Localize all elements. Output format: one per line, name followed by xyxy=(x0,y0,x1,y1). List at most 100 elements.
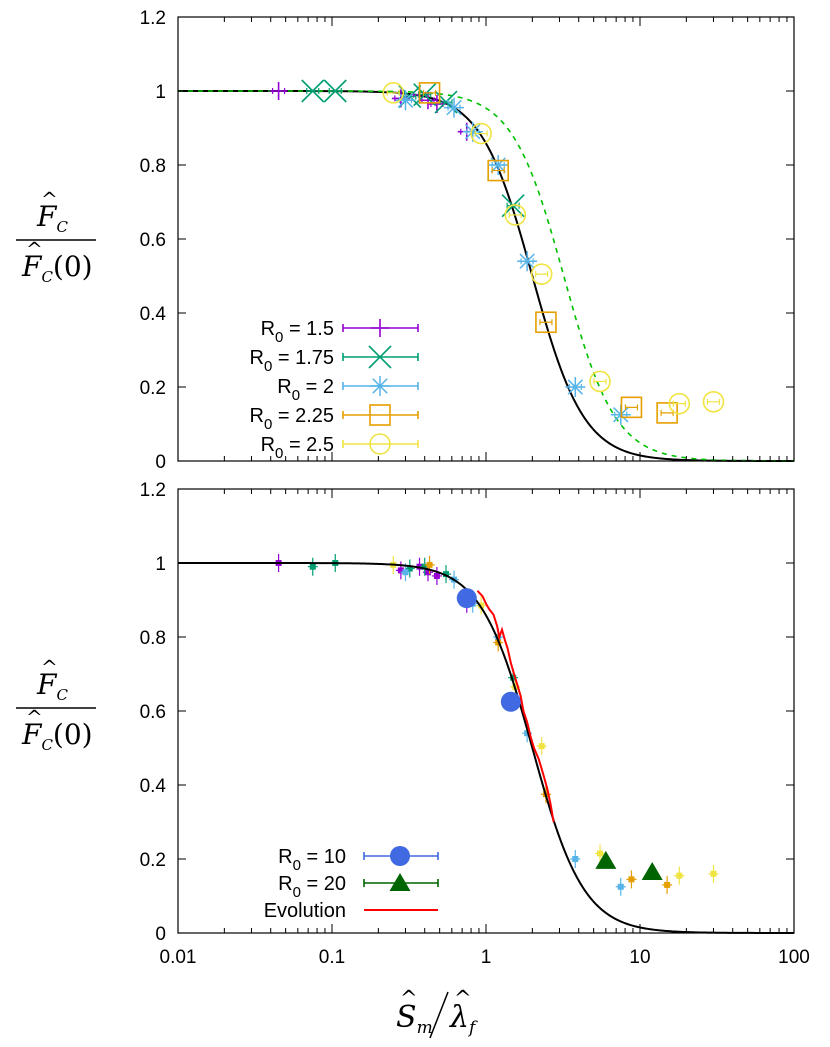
bottom-legend-label-main: R xyxy=(278,873,292,895)
top-legend-label-tail: = 2.5 xyxy=(283,434,334,456)
xlabel-numerator-hat: ^ xyxy=(400,986,418,1010)
top-legend-label-tail: = 2 xyxy=(300,376,334,398)
top-legend-label-tail: = 1.5 xyxy=(283,318,334,340)
top-model-curve xyxy=(178,90,795,462)
top-point-square xyxy=(535,311,557,334)
top-ylabel-numerator: FC xyxy=(36,200,68,236)
top-errorbar xyxy=(535,271,549,278)
bottom-ylabel-denominator-tail: (0) xyxy=(53,718,93,751)
bottom-legend-label: R0 = 10 xyxy=(278,846,346,874)
top-point-circle xyxy=(504,204,527,226)
top-legend-marker xyxy=(370,376,390,396)
xlabel-numerator-symbol: S xyxy=(396,1000,417,1035)
bottom-small-point xyxy=(443,571,450,578)
top-legend-marker xyxy=(368,345,392,369)
bottom-ytick-label: 1.2 xyxy=(140,480,166,501)
top-legend-label: R0 = 2 xyxy=(277,376,334,404)
bottom-ylabel-denominator-hat: ^ xyxy=(26,705,43,729)
top-point-x xyxy=(413,83,437,107)
xlabel-denominator-symbol: λ xyxy=(449,1000,469,1035)
top-legend-label-sub: 0 xyxy=(275,445,283,462)
bottom-xtick-label: 100 xyxy=(778,947,810,968)
top-point-star xyxy=(565,377,586,397)
bottom-legend-label: R0 = 20 xyxy=(278,873,346,901)
top-ylabel-numerator-hat: ^ xyxy=(41,187,58,211)
top-legend-label-main: R xyxy=(261,318,275,340)
bottom-ytick-label: 0.2 xyxy=(140,850,166,871)
top-errorbar xyxy=(672,400,686,407)
bottom-ytick-label: 1 xyxy=(155,554,166,575)
top-legend-label-sub: 0 xyxy=(264,416,272,433)
bottom-ylabel-denominator-symbol: F xyxy=(21,718,43,751)
top-point-star xyxy=(444,97,465,118)
top-errorbar xyxy=(386,89,400,96)
bottom-small-point xyxy=(433,572,440,579)
top-point-plus xyxy=(427,94,446,113)
top-legend-label-main: R xyxy=(249,347,263,369)
bottom-small-point xyxy=(309,563,316,570)
top-ylabel-denominator-hat: ^ xyxy=(26,237,43,261)
bottom-small-point xyxy=(402,569,409,576)
top-point-circle xyxy=(589,370,611,393)
top-ytick-label: 0.6 xyxy=(140,230,166,251)
xlabel-slash xyxy=(429,991,449,1039)
xlabel-denominator-subscript: f xyxy=(467,1018,478,1038)
bottom-ytick-label: 0.4 xyxy=(140,776,167,797)
top-point-circle xyxy=(702,390,725,413)
top-point-star xyxy=(517,251,538,272)
bottom-legend-label-sub: 0 xyxy=(293,857,301,874)
top-ylabel-denominator-subscript: C xyxy=(41,268,53,286)
bottom-legend-label-tail: = 20 xyxy=(301,873,346,895)
top-legend-label-main: R xyxy=(261,434,275,456)
bottom-small-point xyxy=(710,870,717,877)
top-point-plus xyxy=(269,82,288,100)
top-point-star xyxy=(462,121,483,142)
top-legend-label-main: R xyxy=(277,376,291,398)
bottom-small-point xyxy=(538,743,545,750)
bottom-small-point xyxy=(617,883,624,890)
top-legend-label-tail: = 1.75 xyxy=(272,347,334,369)
top-errorbar xyxy=(706,398,721,405)
top-point-x xyxy=(323,79,347,103)
bottom-xtick-label: 0.01 xyxy=(160,947,197,968)
top-point-square xyxy=(418,82,441,104)
bottom-point-filled-circle xyxy=(456,588,477,609)
bottom-small-point xyxy=(572,856,579,862)
top-plot-frame xyxy=(177,16,795,462)
top-legend-label: R0 = 2.5 xyxy=(261,434,334,462)
top-legend-label: R0 = 1.75 xyxy=(249,347,334,375)
bottom-ylabel-numerator-subscript: C xyxy=(56,686,68,704)
top-errorbar xyxy=(474,130,488,137)
bottom-small-point xyxy=(406,565,413,572)
top-point-square xyxy=(620,396,643,419)
top-legend-label-main: R xyxy=(249,405,263,427)
bottom-legend-label: Evolution xyxy=(264,900,346,922)
bottom-small-point xyxy=(597,850,604,857)
top-ytick-label: 0.2 xyxy=(140,378,166,399)
bottom-legend-label-main: R xyxy=(278,846,292,868)
bottom-small-point xyxy=(421,563,428,570)
top-fit-curve xyxy=(178,90,794,462)
top-point-circle xyxy=(382,82,405,104)
top-legend-label: R0 = 1.5 xyxy=(261,318,334,346)
bottom-point-filled-triangle xyxy=(641,861,663,880)
top-legend-marker xyxy=(369,433,391,455)
top-ytick-label: 0 xyxy=(155,452,166,473)
bottom-evolution-line xyxy=(476,590,555,823)
bottom-ylabel-numerator-symbol: F xyxy=(36,668,58,701)
bottom-panel: 00.20.40.60.811.20.01 0.1 1 10 100 R0 = 10R0… xyxy=(140,480,810,968)
bottom-point-filled-triangle xyxy=(595,850,617,869)
top-point-star xyxy=(488,155,509,175)
bottom-xtick-label: 10 xyxy=(629,947,650,968)
top-ylabel-denominator-tail: (0) xyxy=(53,250,93,283)
bottom-small-point xyxy=(676,872,683,879)
top-point-star xyxy=(395,90,416,111)
top-ylabel-numerator-subscript: C xyxy=(56,218,68,236)
bottom-small-point xyxy=(426,561,433,568)
top-point-circle xyxy=(668,392,691,415)
top-errorbar xyxy=(539,319,553,326)
bottom-plot-frame xyxy=(177,488,795,934)
xlabel-denominator: λf xyxy=(449,1000,478,1038)
